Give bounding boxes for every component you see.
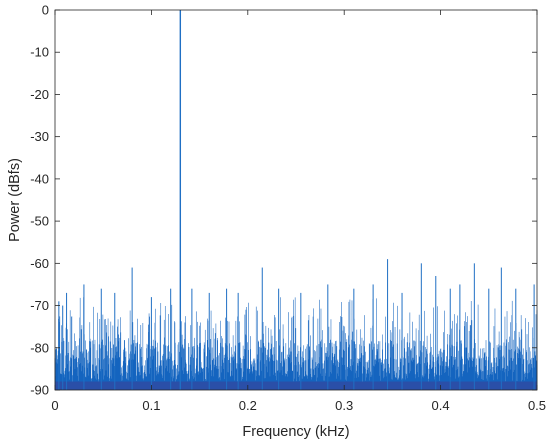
y-tick-label: -80	[30, 340, 49, 355]
noise-floor-band	[55, 381, 537, 390]
y-tick-label: -70	[30, 298, 49, 313]
plot-area	[55, 10, 537, 390]
x-tick-label: 0.5	[528, 398, 546, 413]
y-tick-label: 0	[42, 3, 49, 18]
y-tick-label: -30	[30, 129, 49, 144]
x-tick-label: 0.3	[335, 398, 353, 413]
noise-floor-rect	[55, 381, 537, 390]
x-tick-label: 0.2	[239, 398, 257, 413]
plot-frame	[54, 9, 538, 391]
y-tick-label: -90	[30, 383, 49, 398]
y-tick-label: -20	[30, 87, 49, 102]
spectrum-peaks	[58, 10, 535, 390]
x-tick-label: 0	[51, 398, 58, 413]
x-axis-ticks: 0 0.1 0.2 0.3 0.4 0.5	[51, 10, 546, 413]
x-tick-label: 0.1	[142, 398, 160, 413]
x-axis-title: Frequency (kHz)	[242, 424, 349, 440]
y-tick-label: -10	[30, 45, 49, 60]
y-axis-ticks: 0 -10 -20 -30 -40 -50 -60 -70 -80 -90	[30, 3, 537, 398]
y-tick-label: -50	[30, 214, 49, 229]
y-tick-label: -60	[30, 256, 49, 271]
y-axis-title: Power (dBfs)	[7, 158, 23, 242]
y-tick-label: -40	[30, 171, 49, 186]
x-tick-label: 0.4	[432, 398, 450, 413]
